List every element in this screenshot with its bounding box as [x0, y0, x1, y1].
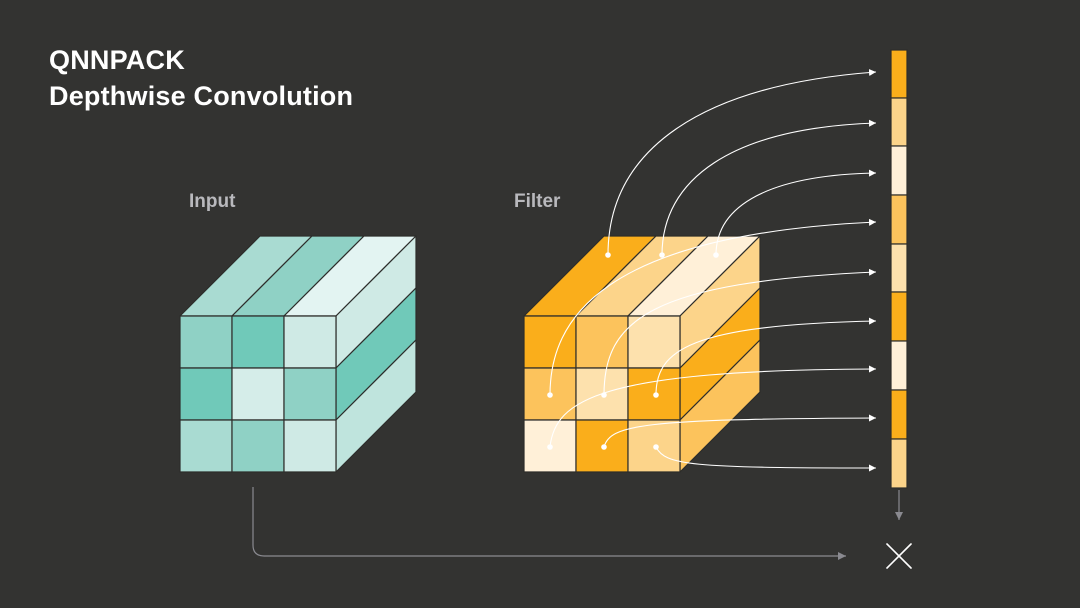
output-cell-8 [890, 389, 908, 440]
title-line-1: QNNPACK [49, 45, 185, 75]
arrow-1 [607, 69, 877, 256]
arrow-9 [655, 446, 877, 472]
output-cell-9 [890, 438, 908, 489]
output-cell-7 [890, 340, 908, 391]
output-cell-6 [890, 291, 908, 342]
arrow-2 [661, 119, 877, 256]
output-cell-3 [890, 145, 908, 196]
arrow-origin-dots [547, 252, 719, 450]
arrow-4 [549, 218, 877, 396]
mapping-arrows [549, 69, 877, 472]
title-line-2: Depthwise Convolution [49, 81, 354, 111]
output-cell-1 [890, 49, 908, 99]
output-cell-5 [890, 243, 908, 293]
arrow-8 [603, 414, 877, 448]
arrow-5 [603, 268, 877, 396]
output-cell-2 [890, 97, 908, 147]
input-cube [179, 235, 417, 473]
output-column [890, 49, 908, 489]
arrow-3 [715, 169, 877, 256]
page-title: QNNPACK Depthwise Convolution [49, 42, 353, 114]
filter-cube [523, 235, 761, 473]
input-label: Input [189, 191, 236, 212]
output-cell-4 [890, 194, 908, 245]
filter-label: Filter [514, 191, 561, 212]
arrow-6 [655, 317, 877, 396]
input-to-multiply-connector [252, 487, 846, 560]
multiply-x-icon [886, 543, 912, 569]
arrow-7 [549, 365, 877, 448]
